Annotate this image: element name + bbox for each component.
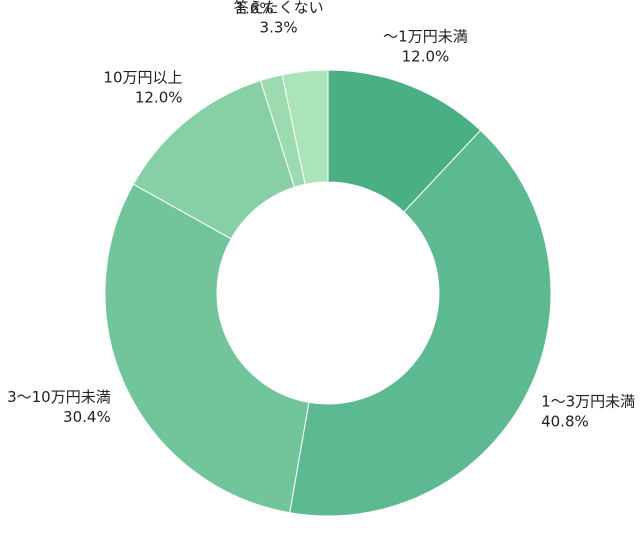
slice-6-value-label: 3.3%: [260, 18, 298, 36]
slice-3-category-label: 3～10万円未満: [7, 388, 111, 406]
slice-6-label-group: 答えたくない 3.3%: [234, 0, 324, 36]
slice-1-category-label: ～1万円未満: [383, 28, 468, 46]
slice-5-value-label: 1.6%: [235, 0, 273, 18]
slice-6-category-label: 答えたくない: [234, 0, 324, 16]
slice-4-value-label: 12.0%: [135, 89, 183, 107]
slice-6-wedge: [281, 69, 329, 185]
slice-3-label-group: 3～10万円未満 30.4%: [7, 388, 111, 426]
labels-layer: ～1万円未満 12.0% 1～3万円未満 40.8% 3～10万円未満 30.4% 10万円…: [7, 0, 635, 430]
slice-2-wedge: [289, 129, 552, 517]
slice-2-label-group: 1～3万円未満 40.8%: [541, 392, 635, 430]
slice-4-label-group: 10万円以上 12.0%: [103, 69, 182, 107]
slice-3-wedge: [104, 183, 310, 514]
slice-2-category-label: 1～3万円未満: [541, 392, 635, 410]
slice-2-value-label: 40.8%: [541, 412, 589, 430]
slice-5-label-group: 非公開1.6%: [235, 0, 273, 18]
slice-4-category-label: 10万円以上: [103, 69, 182, 87]
slices-layer: [104, 69, 552, 517]
slice-1-value-label: 12.0%: [402, 48, 450, 66]
slice-1-label-group: ～1万円未満 12.0%: [383, 28, 468, 66]
slice-3-value-label: 30.4%: [63, 408, 111, 426]
